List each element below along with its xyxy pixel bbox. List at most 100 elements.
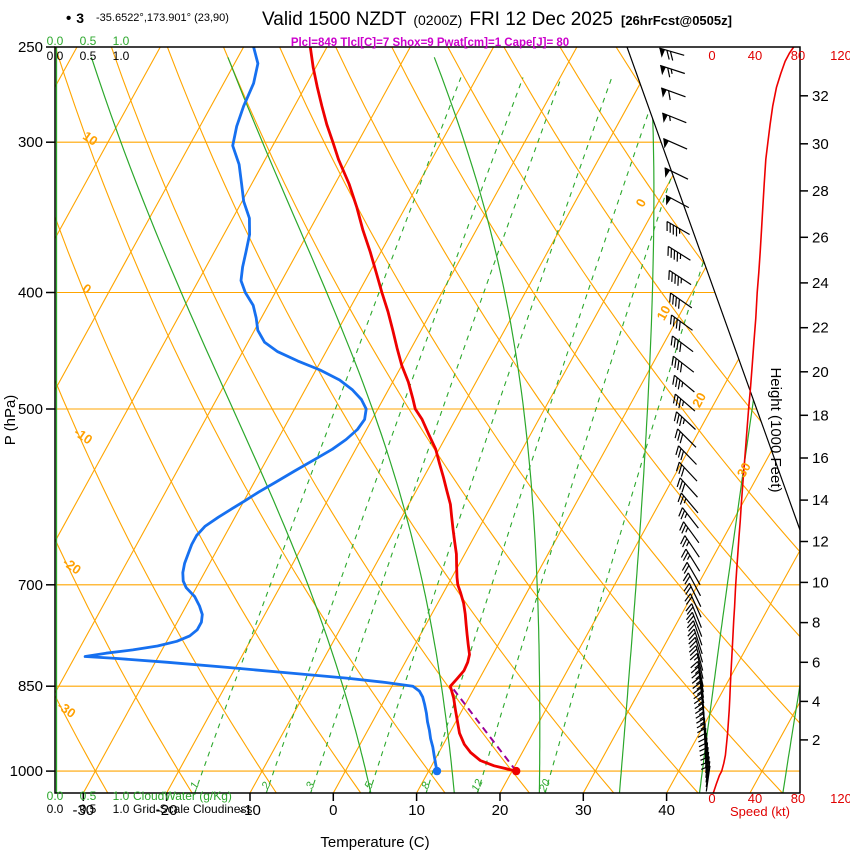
height-tick-label: 28 [812,183,829,200]
pressure-tick-label: 700 [18,577,43,594]
height-tick-label: 18 [812,407,829,424]
wind-barb [688,636,704,663]
surface-temp-dot [512,766,521,776]
wind-barb [661,112,687,124]
cloudiness-scale-tick-bottom: 1.0 [113,802,130,816]
wind-barb [689,652,704,679]
pressure-tick-label: 250 [18,39,43,56]
wind-barb [670,335,694,353]
temperature-axis-label: Temperature (C) [320,834,429,851]
dry-adiabat-line [55,47,278,793]
pressure-tick-label: 850 [18,678,43,695]
wind-speed-curve [712,46,795,794]
height-tick-label: 24 [812,275,829,292]
cloudiness-scale-label: Grid-Scale Cloudiness [133,802,252,816]
pressure-tick-label: 1000 [10,763,43,780]
dry-adiabat-line [447,47,800,793]
stability-indices: Plcl=849 Tlcl[C]=7 Shox=9 Pwat[cm]=1 Cap… [291,37,569,49]
station-coordinates: -35.6522°,173.901° (23,90) [96,12,229,24]
cloudwater-scale-tick-top: 0.5 [80,34,97,48]
wind-barb [680,548,701,572]
cloudiness-scale-tick-bottom: 0.0 [47,802,64,816]
speed-tick-label-top: 120 [830,48,850,63]
surface-dewpoint-dot [432,766,442,776]
mixing-ratio-label: 8 [419,780,433,792]
mixing-ratio-label: 1 [188,780,201,791]
dry-adiabat-line [279,47,784,793]
cloudwater-scale-tick-bottom: 0.5 [80,789,97,803]
mixing-ratio-line [265,77,524,793]
mixing-ratio-line [309,77,562,793]
moist-adiabat-line [90,57,372,793]
wind-barb [673,411,696,430]
wind-barb [690,660,704,687]
plot-border [54,46,801,794]
mixing-ratio-line [368,77,613,793]
isotherm-line [582,47,800,793]
mixing-ratio-label: 5 [363,780,377,792]
height-tick-label: 22 [812,320,829,337]
station-bullet-icon: • [66,10,71,27]
speed-tick-label-bottom: 40 [748,791,762,806]
wind-barb [677,492,699,514]
isotherm-label: 30 [734,460,754,480]
dry-adiabat-line [222,47,700,793]
cloudwater-scale-tick-top: 1.0 [113,34,130,48]
chart-title: Valid 1500 NZDT (0200Z) FRI 12 Dec 2025 [26… [262,9,732,30]
cloudiness-scale-tick-top: 0.0 [47,49,64,63]
dry-adiabat-line [55,47,109,793]
moist-adiabat-line [433,57,541,793]
cloudwater-scale-tick-bottom: 1.0 [113,789,130,803]
dry-adiabat-label: 0 [80,281,95,297]
temp-tick-label: -20 [156,802,178,819]
barb-pennant [659,48,665,58]
cloudiness-scale-tick-bottom: 0.5 [80,802,97,816]
mixing-ratio-line [476,77,705,793]
mixing-ratio-label: 12 [469,778,485,794]
wind-barb [659,64,685,78]
moist-adiabat-line [782,57,800,793]
speed-tick-label-top: 40 [748,48,762,63]
wind-barb [675,461,698,482]
mixing-ratio-line [544,77,763,793]
isotherm-line [55,47,328,793]
wind-barb [672,393,696,412]
speed-tick-label-top: 80 [791,48,805,63]
wind-barb [674,428,697,448]
wind-barb [686,620,703,646]
cloudiness-scale-tick-top: 1.0 [113,49,130,63]
wind-barb [665,194,690,209]
isotherm-line [82,47,495,793]
isotherm-line [55,47,245,793]
mixing-ratio-label: 2 [259,780,273,792]
dewpoint-curve [83,47,439,773]
cloudwater-scale-label: CloudWater (g/Kg) [133,789,232,803]
wind-barb [684,593,702,618]
isotherm-line [499,47,800,793]
height-tick-label: 14 [812,492,829,509]
wind-barb [666,220,690,237]
height-tick-label: 2 [812,732,820,749]
dry-adiabat-line [55,47,447,793]
dry-adiabat-line [391,47,800,793]
wind-barbs [659,47,711,792]
barb-pennant [661,87,667,98]
isotherm-label: 10 [653,303,673,323]
wind-barb [682,572,702,597]
wind-barb [675,445,697,465]
height-tick-label: 12 [812,534,829,551]
height-tick-label: 10 [812,574,829,591]
wind-barb [685,603,702,628]
wind-barb [669,292,693,309]
isotherm-label: 20 [689,390,709,410]
pressure-tick-label: 400 [18,285,43,302]
speed-tick-label-top: 0 [708,48,715,63]
wind-barb [683,582,702,607]
moist-adiabat-line [698,57,800,793]
wind-barb [659,47,685,61]
sounding-profiles [83,47,521,776]
moist-adiabat-line [227,57,455,793]
temp-tick-label: 0 [329,802,337,819]
